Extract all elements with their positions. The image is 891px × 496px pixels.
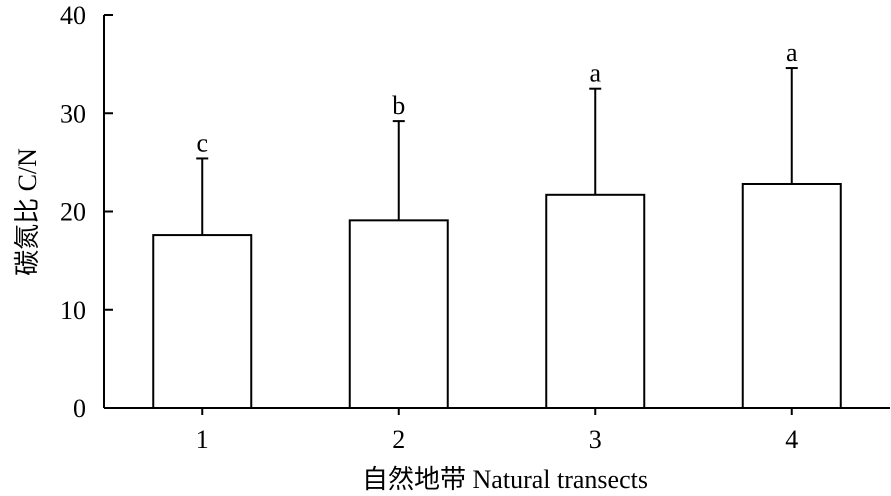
significance-label-4: a	[786, 38, 798, 67]
x-tick-label-1: 1	[196, 425, 209, 454]
y-tick-label-40: 40	[60, 1, 86, 30]
x-tick-label-3: 3	[589, 425, 602, 454]
significance-label-2: b	[392, 91, 405, 120]
y-tick-label-30: 30	[60, 99, 86, 128]
y-tick-label-10: 10	[60, 296, 86, 325]
significance-label-3: a	[589, 59, 601, 88]
bar-3	[545, 193, 646, 409]
bar-1	[152, 234, 253, 409]
bar-2	[348, 219, 449, 409]
y-axis-title: 碳氮比 C/N	[13, 148, 42, 276]
y-tick-label-0: 0	[73, 394, 86, 423]
y-tick-label-20: 20	[60, 198, 86, 227]
bars-group: c b a a	[152, 38, 842, 409]
bar-4	[741, 182, 842, 409]
x-tick-label-2: 2	[392, 425, 405, 454]
significance-label-1: c	[196, 128, 208, 157]
x-tick-label-4: 4	[785, 425, 798, 454]
x-axis-title: 自然地带 Natural transects	[362, 465, 648, 494]
